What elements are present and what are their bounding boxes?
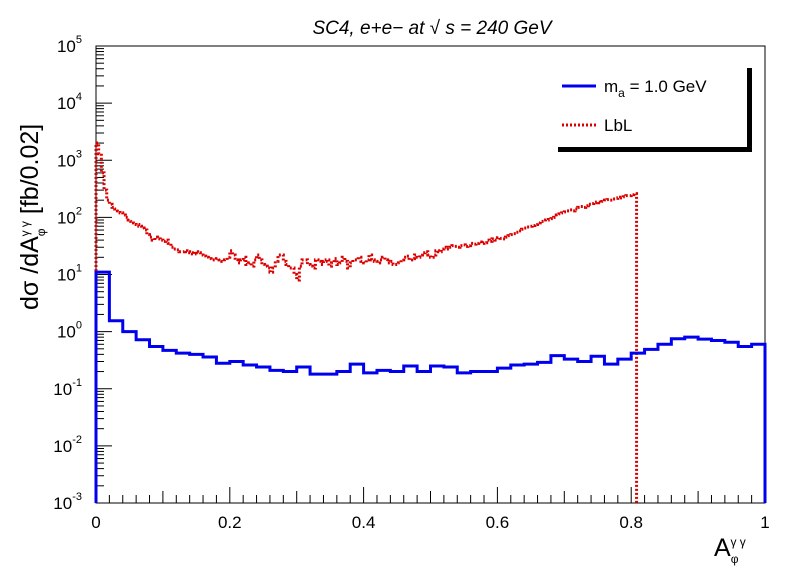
y-tick-label: 104 (57, 91, 82, 113)
tick-labels: 0 0.2 0.4 0.6 0.8 1 10-3 10-2 10-1 100 101 102 103 10… (53, 34, 769, 532)
y-axis-label: dσ /dAφγ γ [fb/0.02] (16, 124, 48, 310)
y-tick-label: 10-2 (53, 434, 82, 456)
x-tick-label: 0.2 (218, 513, 242, 532)
x-tick-label: 0.4 (352, 513, 376, 532)
series-line-lbl (94, 141, 639, 503)
x-tick-label: 1 (760, 513, 769, 532)
y-tick-label: 10-3 (53, 491, 82, 513)
y-tick-label: 101 (57, 263, 82, 285)
legend-label-ma: ma = 1.0 GeV (604, 77, 707, 100)
y-tick-label: 100 (57, 320, 82, 342)
chart-title: SC4, e+e− at √ s = 240 GeV (312, 18, 553, 39)
series-line-ma (94, 270, 767, 503)
y-tick-label: 105 (57, 34, 82, 56)
y-tick-label: 10-1 (53, 377, 82, 399)
y-tick-label: 102 (57, 205, 82, 227)
legend-box (553, 63, 747, 147)
x-tick-label: 0.8 (619, 513, 643, 532)
legend: ma = 1.0 GeV LbL (553, 63, 752, 152)
y-tick-label: 103 (57, 148, 82, 170)
x-tick-label: 0.6 (486, 513, 510, 532)
legend-label-lbl: LbL (604, 116, 632, 135)
x-tick-label: 0 (91, 513, 100, 532)
series-layer (94, 141, 767, 503)
x-axis-label: Aφγ γ (714, 534, 746, 566)
